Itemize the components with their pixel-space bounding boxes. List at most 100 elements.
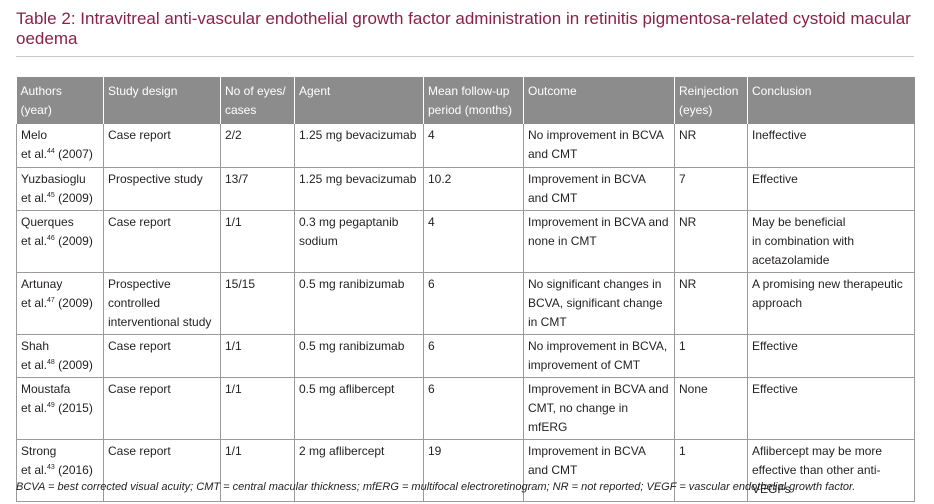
cell-text: 1 <box>679 443 686 458</box>
author-year: (2015) <box>58 400 93 415</box>
cell-text: Ineffective <box>752 128 807 142</box>
author-name: Moustafa <box>21 381 71 396</box>
reference-number: 46 <box>47 234 55 242</box>
cell-eyes-cases: 15/15 <box>220 271 295 335</box>
table-row: Shah et al.48 (2009) Case report 1/1 0.5 mg … <box>16 333 915 378</box>
cell-authors: Yuzbasioglu et al.45 (2009) <box>16 166 104 211</box>
cell-text: approach <box>752 295 803 310</box>
cell-outcome: Improvement in BCVA and none in CMT <box>523 209 675 273</box>
column-header-reinjection: Reinjection (eyes) <box>674 77 748 124</box>
cell-text: 1 <box>679 338 686 353</box>
cell-outcome: Improvement in BCVA and CMT, no change in… <box>523 376 675 440</box>
reference-number: 45 <box>47 191 55 199</box>
cell-study-design: Case report <box>103 376 221 440</box>
cell-text: NR <box>679 276 697 291</box>
table-row: Moustafa et al.49 (2015) Case report 1/1 0.5… <box>16 376 915 440</box>
cell-text: Case report <box>108 338 171 353</box>
table-row: Artunay et al.47 (2009) Prospective control… <box>16 271 915 335</box>
cell-text: and CMT <box>528 190 578 205</box>
cell-text: A promising new therapeutic <box>752 276 903 291</box>
cell-authors: Artunay et al.47 (2009) <box>16 271 104 335</box>
table-header: Authors (year) Study design No of eyes/case… <box>16 77 915 124</box>
cell-conclusion: Effective <box>747 376 915 440</box>
author-name: Artunay <box>21 276 63 291</box>
cell-text: May be beneficial <box>752 214 846 229</box>
column-header-study-design: Study design <box>103 77 221 124</box>
cell-eyes-cases: 1/1 <box>220 333 295 378</box>
cell-text: 4 <box>428 214 435 229</box>
table-body: Melo et al.44 (2007) Case report 2/2 1.25 mg… <box>16 124 915 502</box>
cell-text: Effective <box>752 338 798 353</box>
cell-authors: Querques et al.46 (2009) <box>16 209 104 273</box>
cell-text: 10.2 <box>428 171 452 186</box>
cell-follow-up: 6 <box>423 333 524 378</box>
column-header-eyes-cases: No of eyes/cases <box>220 77 295 124</box>
table-row: Yuzbasioglu et al.45 (2009) Prospective st… <box>16 166 915 211</box>
author-etal: et al. <box>21 147 48 161</box>
cell-eyes-cases: 1/1 <box>220 438 295 502</box>
cell-text: none in CMT <box>528 233 597 248</box>
author-name: Melo <box>21 128 48 142</box>
cell-agent: 0.5 mg aflibercept <box>294 376 424 440</box>
cell-reinjection: 7 <box>674 166 748 211</box>
cell-text: Effective <box>752 171 798 186</box>
cell-text: sodium <box>299 233 338 248</box>
header-text: period (months) <box>428 103 513 117</box>
cell-authors: Shah et al.48 (2009) <box>16 333 104 378</box>
cell-text: 0.5 mg ranibizumab <box>299 276 405 291</box>
cell-text: 2/2 <box>225 128 242 142</box>
cell-text: Improvement in BCVA and <box>528 214 669 229</box>
cell-study-design: Case report <box>103 124 221 168</box>
cell-outcome: No improvement in BCVA, improvement of CM… <box>523 333 675 378</box>
cell-text: interventional study <box>108 314 212 329</box>
cell-text: No improvement in BCVA <box>528 128 664 142</box>
cell-text: NR <box>679 214 697 229</box>
cell-text: 13/7 <box>225 171 249 186</box>
cell-text: 1/1 <box>225 381 242 396</box>
cell-reinjection: 1 <box>674 438 748 502</box>
cell-text: VEGFs <box>752 481 791 496</box>
cell-eyes-cases: 1/1 <box>220 376 295 440</box>
cell-text: Prospective <box>108 276 171 291</box>
cell-follow-up: 6 <box>423 271 524 335</box>
author-year: (2009) <box>58 233 93 248</box>
reference-number: 43 <box>47 463 55 471</box>
cell-text: 15/15 <box>225 276 256 291</box>
cell-text: and CMT <box>528 462 578 477</box>
cell-agent: 1.25 mg bevacizumab <box>294 166 424 211</box>
cell-text: Improvement in BCVA <box>528 171 646 186</box>
cell-conclusion: Effective <box>747 166 915 211</box>
column-header-authors: Authors (year) <box>16 77 104 124</box>
cell-reinjection: NR <box>674 271 748 335</box>
cell-agent: 1.25 mg bevacizumab <box>294 124 424 168</box>
table-row: Strong et al.43 (2016) Case report 1/1 2 mg … <box>16 438 915 502</box>
cell-text: Effective <box>752 381 798 396</box>
header-text: (eyes) <box>679 103 713 117</box>
cell-authors: Strong et al.43 (2016) <box>16 438 104 502</box>
cell-text: 1.25 mg bevacizumab <box>299 128 417 142</box>
author-etal: et al. <box>21 233 48 248</box>
reference-number: 48 <box>47 358 55 366</box>
cell-eyes-cases: 1/1 <box>220 209 295 273</box>
cell-agent: 0.3 mg pegaptanib sodium <box>294 209 424 273</box>
author-year: (2009) <box>58 295 93 310</box>
header-text: Outcome <box>528 84 577 98</box>
cell-conclusion: May be beneficial in combination with acet… <box>747 209 915 273</box>
cell-text: Case report <box>108 128 171 142</box>
cell-agent: 2 mg aflibercept <box>294 438 424 502</box>
cell-text: 2 mg aflibercept <box>299 443 385 458</box>
results-table: Authors (year) Study design No of eyes/case… <box>16 77 915 502</box>
author-year: (2016) <box>58 462 93 477</box>
author-year: (2007) <box>58 147 93 161</box>
cell-text: 1/1 <box>225 214 242 229</box>
cell-text: acetazolamide <box>752 252 830 267</box>
cell-text: controlled <box>108 295 161 310</box>
cell-study-design: Case report <box>103 209 221 273</box>
header-text: Reinjection <box>679 84 739 98</box>
cell-text: None <box>679 381 708 396</box>
cell-reinjection: 1 <box>674 333 748 378</box>
column-header-agent: Agent <box>294 77 424 124</box>
cell-conclusion: Effective <box>747 333 915 378</box>
header-text: Conclusion <box>752 84 812 98</box>
cell-text: 0.5 mg ranibizumab <box>299 338 405 353</box>
